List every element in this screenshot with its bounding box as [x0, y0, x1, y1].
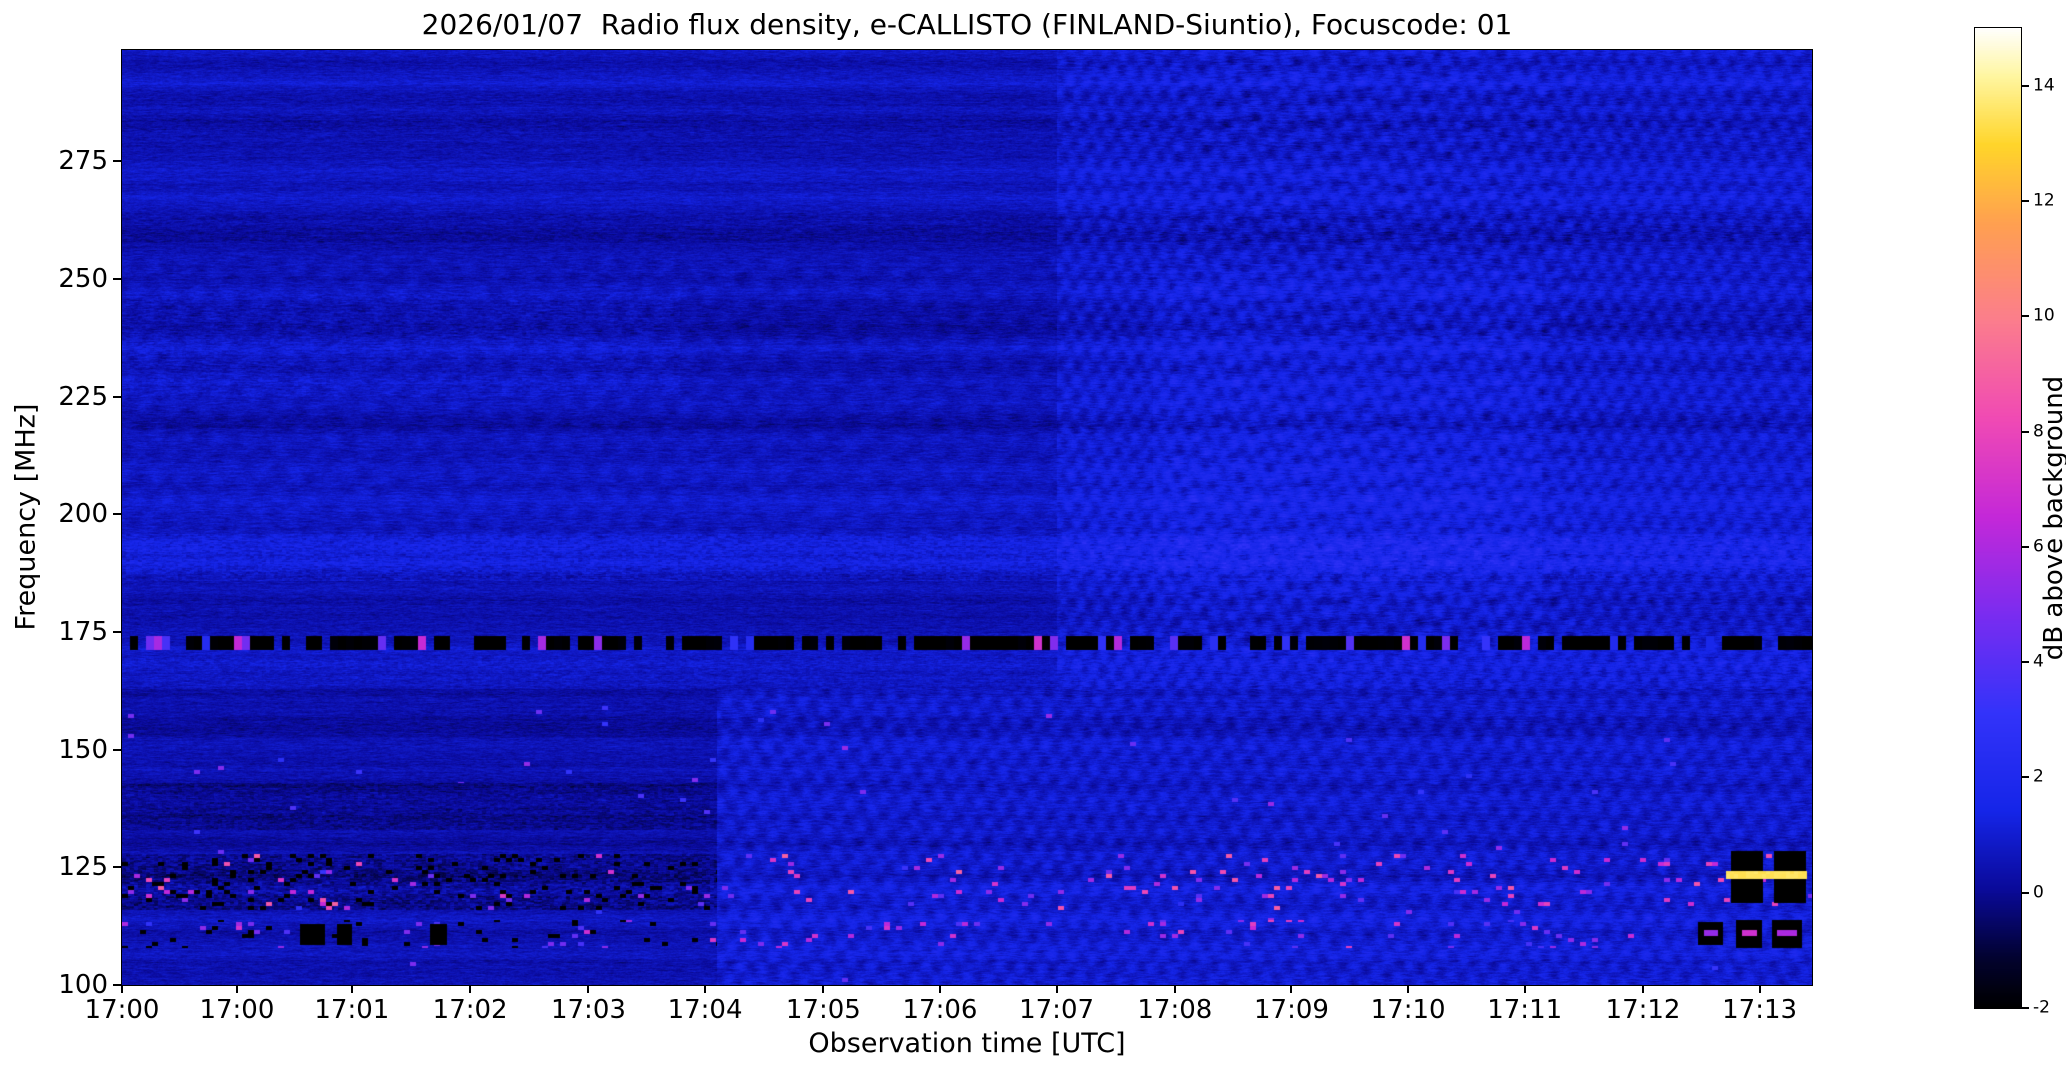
plot-area — [121, 49, 1813, 986]
y-tick-mark — [113, 748, 121, 751]
colorbar-tick-label: 12 — [2033, 190, 2055, 211]
x-tick-label: 17:00 — [199, 995, 275, 1025]
colorbar-tick-label: 14 — [2033, 75, 2055, 96]
x-tick-label: 17:09 — [1254, 995, 1329, 1025]
x-tick-label: 17:08 — [1137, 995, 1213, 1025]
x-tick-label: 17:13 — [1722, 995, 1798, 1025]
colorbar-tick-label: 0 — [2033, 882, 2044, 903]
x-tick-mark — [235, 985, 238, 993]
x-tick-mark — [587, 985, 590, 993]
colorbar-tick-mark — [2022, 545, 2029, 548]
x-tick-label: 17:04 — [667, 995, 743, 1025]
x-tick-mark — [1290, 985, 1293, 993]
y-tick-label: 150 — [58, 734, 108, 765]
colorbar-tick-mark — [2022, 315, 2029, 318]
x-tick-label: 17:06 — [902, 995, 978, 1025]
x-tick-mark — [822, 985, 825, 993]
y-tick-mark — [113, 984, 121, 986]
x-tick-mark — [938, 985, 941, 993]
x-tick-label: 17:12 — [1605, 995, 1681, 1025]
colorbar-tick-mark — [2022, 430, 2029, 433]
x-tick-mark — [350, 985, 353, 993]
x-tick-label: 17:03 — [550, 995, 626, 1025]
colorbar-tick-mark — [2022, 891, 2029, 894]
x-tick-label: 17:05 — [785, 995, 861, 1025]
x-tick-mark — [704, 985, 707, 993]
x-tick-label: 17:10 — [1370, 995, 1446, 1025]
colorbar-tick-label: 2 — [2033, 766, 2044, 787]
x-tick-mark — [1055, 985, 1058, 993]
colorbar-label: dB above background — [2039, 375, 2066, 661]
colorbar-tick-label: 10 — [2033, 305, 2055, 326]
colorbar-canvas — [1975, 28, 2021, 1008]
x-tick-mark — [469, 985, 472, 993]
y-tick-label: 175 — [58, 616, 108, 647]
colorbar-tick-mark — [2022, 776, 2029, 779]
x-tick-label: 17:11 — [1487, 995, 1563, 1025]
colorbar-tick-label: -2 — [2033, 997, 2050, 1018]
x-tick-mark — [1642, 985, 1644, 993]
x-tick-mark — [1523, 985, 1526, 993]
colorbar-tick-mark — [2022, 199, 2029, 202]
spectrogram-canvas — [122, 50, 1812, 985]
y-tick-label: 225 — [58, 381, 108, 412]
y-tick-label: 200 — [58, 499, 108, 530]
y-tick-label: 125 — [58, 852, 108, 883]
y-tick-mark — [113, 866, 121, 869]
y-tick-label: 250 — [58, 263, 108, 294]
y-tick-label: 100 — [58, 970, 108, 1000]
y-tick-mark — [113, 160, 121, 163]
colorbar — [1974, 27, 2022, 1009]
x-tick-label: 17:07 — [1019, 995, 1095, 1025]
y-tick-mark — [113, 277, 121, 280]
x-axis-label: Observation time [UTC] — [808, 1028, 1126, 1059]
x-tick-label: 17:00 — [84, 995, 160, 1025]
x-tick-label: 17:02 — [432, 995, 508, 1025]
figure-title: 2026/01/07 Radio flux density, e-CALLIST… — [421, 8, 1513, 41]
x-tick-mark — [1758, 985, 1761, 993]
y-tick-mark — [113, 395, 121, 398]
y-tick-label: 275 — [58, 146, 108, 177]
colorbar-tick-mark — [2022, 661, 2029, 664]
y-tick-mark — [113, 513, 121, 516]
x-tick-mark — [1173, 985, 1176, 993]
y-tick-mark — [113, 630, 121, 633]
y-axis-label: Frequency [MHz] — [10, 403, 42, 631]
x-tick-mark — [121, 985, 123, 993]
colorbar-tick-mark — [2022, 1007, 2029, 1009]
colorbar-tick-mark — [2022, 84, 2029, 87]
x-tick-label: 17:01 — [314, 995, 390, 1025]
x-tick-mark — [1407, 985, 1410, 993]
